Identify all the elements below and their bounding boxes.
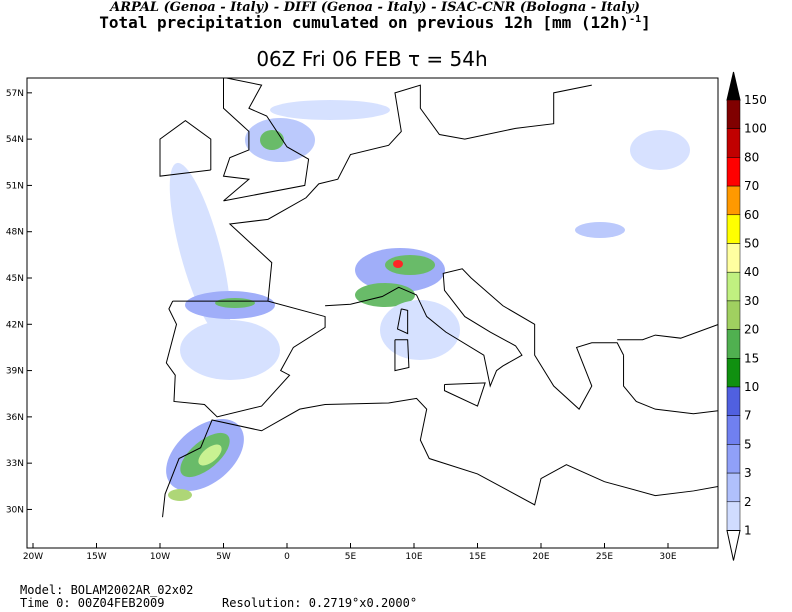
header-line: Total precipitation cumulated on previou… bbox=[99, 13, 651, 32]
coastline bbox=[325, 268, 624, 410]
lat-label: 54N bbox=[6, 135, 24, 145]
header-sup: -1 bbox=[629, 14, 641, 25]
coastline bbox=[394, 339, 410, 372]
footer-time: Time 0: 00Z04FEB2009 bbox=[20, 596, 165, 610]
colorbar-segment bbox=[726, 386, 741, 416]
colorbar-label: 60 bbox=[744, 208, 759, 222]
lon-label: 15E bbox=[469, 552, 486, 562]
colorbar-segment bbox=[726, 271, 741, 302]
footer-resolution: Resolution: 0.2719°x0.2000° bbox=[222, 596, 417, 610]
coastline bbox=[396, 308, 409, 335]
coastline bbox=[159, 119, 212, 177]
colorbar-segment bbox=[726, 157, 741, 187]
lon-label: 0 bbox=[284, 552, 290, 562]
colorbar-label: 30 bbox=[744, 294, 759, 308]
coastline bbox=[222, 78, 310, 202]
lat-label: 48N bbox=[6, 228, 24, 238]
colorbar-segment bbox=[726, 300, 741, 330]
lat-label: 42N bbox=[6, 320, 24, 330]
lat-label: 39N bbox=[6, 367, 24, 377]
coastline bbox=[623, 355, 718, 415]
colorbar-top bbox=[726, 71, 741, 101]
colorbar-segment bbox=[726, 358, 741, 388]
lat-label: 57N bbox=[6, 89, 24, 99]
map: 20W 15W 10W 5W 0 5E 10E 15E 20E 25E 30E 57N 54N 51N 48… bbox=[6, 77, 719, 562]
coastline bbox=[443, 382, 486, 407]
colorbar-label: 2 bbox=[744, 495, 752, 509]
colorbar-label: 50 bbox=[744, 237, 759, 251]
colorbar-segment bbox=[726, 99, 741, 129]
colorbar-label: 1 bbox=[744, 524, 752, 538]
colorbar-label: 80 bbox=[744, 150, 759, 164]
lon-label: 5E bbox=[345, 552, 357, 562]
colorbar-bottom bbox=[726, 530, 741, 561]
colorbar-segment bbox=[726, 329, 741, 359]
lon-label: 25E bbox=[596, 552, 613, 562]
header-line: ARPAL (Genoa - Italy) - DIFI (Genoa - It… bbox=[108, 0, 640, 15]
colorbar-label: 70 bbox=[744, 179, 759, 193]
colorbar-label: 10 bbox=[744, 380, 759, 394]
map-title: 06Z Fri 06 FEB τ = 54h bbox=[256, 47, 487, 71]
colorbar-label: 5 bbox=[744, 437, 752, 451]
lon-label: 15W bbox=[86, 552, 106, 562]
lon-label: 10W bbox=[150, 552, 170, 562]
colorbar-segment bbox=[726, 214, 741, 244]
colorbar-segment bbox=[726, 472, 741, 503]
lon-label: 30E bbox=[659, 552, 676, 562]
coastline bbox=[228, 84, 592, 302]
colorbar-label: 20 bbox=[744, 323, 759, 337]
colorbar: 150 100 80 70 60 50 40 30 20 15 10 7 5 3 2 1 bbox=[726, 71, 767, 561]
map-content bbox=[159, 78, 718, 518]
lat-label: 51N bbox=[6, 181, 24, 191]
header-text: Total precipitation cumulated on previou… bbox=[99, 13, 629, 32]
colorbar-segment bbox=[726, 444, 741, 474]
lat-label: 45N bbox=[6, 274, 24, 284]
colorbar-label: 150 bbox=[744, 93, 767, 107]
lon-label: 20E bbox=[532, 552, 549, 562]
colorbar-segment bbox=[726, 128, 741, 158]
colorbar-segment bbox=[726, 415, 741, 445]
colorbar-label: 100 bbox=[744, 122, 767, 136]
footer-model: Model: BOLAM2002AR_02x02 bbox=[20, 583, 193, 597]
colorbar-label: 3 bbox=[744, 466, 752, 480]
lat-label: 36N bbox=[6, 413, 24, 423]
coastline bbox=[617, 324, 718, 341]
lat-label: 30N bbox=[6, 505, 24, 515]
colorbar-label: 15 bbox=[744, 351, 759, 365]
colorbar-segment bbox=[726, 243, 741, 273]
colorbar-segment bbox=[726, 185, 741, 216]
colorbar-label: 40 bbox=[744, 265, 759, 279]
colorbar-label: 7 bbox=[744, 409, 752, 423]
colorbar-segment bbox=[726, 501, 741, 531]
header-text: ] bbox=[641, 13, 651, 32]
lon-label: 10E bbox=[405, 552, 422, 562]
coastline bbox=[162, 397, 718, 518]
precip-field bbox=[166, 100, 690, 501]
coastline bbox=[165, 300, 326, 418]
lon-label: 5W bbox=[216, 552, 231, 562]
lon-label: 20W bbox=[23, 552, 43, 562]
map-frame bbox=[26, 77, 719, 549]
lat-label: 33N bbox=[6, 459, 24, 469]
